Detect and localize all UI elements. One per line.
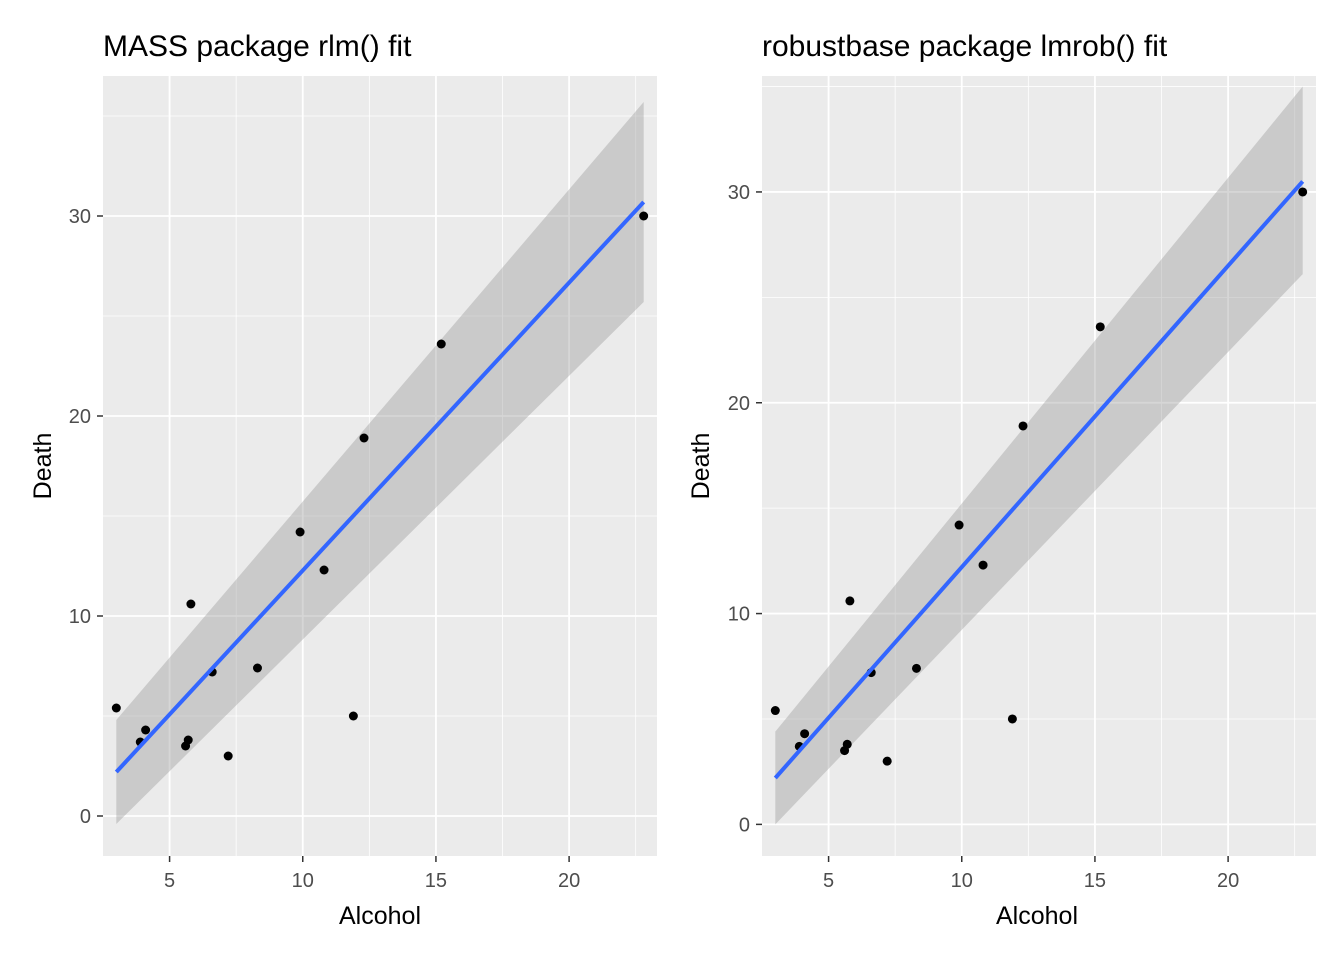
fit-line — [114, 200, 646, 774]
y-tick-label: 30 — [69, 206, 91, 228]
data-point — [348, 711, 358, 721]
data-point — [183, 735, 193, 745]
data-point — [319, 565, 329, 575]
data-point — [882, 756, 892, 766]
x-tick-label: 5 — [823, 870, 834, 892]
data-point — [295, 527, 305, 537]
plot-panel — [103, 76, 657, 856]
data-point — [111, 703, 121, 713]
plot-panel — [762, 76, 1316, 856]
y-tick-label: 20 — [69, 406, 91, 428]
x-axis-label: Alcohol — [996, 902, 1078, 930]
chart-mass-rlm: MASS package rlm() fit 5 10 15 20 0 10 20 30 A… — [29, 30, 657, 930]
x-tick-label: 20 — [558, 870, 580, 892]
data-point — [252, 663, 262, 673]
data-point — [1018, 421, 1028, 431]
data-point — [842, 739, 852, 749]
y-tick-label: 20 — [728, 393, 750, 415]
x-tick-label: 10 — [292, 870, 314, 892]
data-point — [223, 751, 233, 761]
y-axis-label: Death — [687, 433, 715, 500]
y-axis-label: Death — [29, 433, 57, 500]
chart-title: robustbase package lmrob() fit — [762, 30, 1168, 63]
chart-title: MASS package rlm() fit — [103, 30, 412, 63]
y-tick-label: 10 — [728, 604, 750, 626]
x-tick-label: 15 — [425, 870, 447, 892]
chart-robustbase-lmrob: robustbase package lmrob() fit 5 10 15 20 0… — [687, 30, 1316, 930]
data-point — [954, 520, 964, 530]
y-tick-label: 0 — [80, 806, 91, 828]
data-point — [1298, 187, 1308, 197]
y-tick-label: 0 — [739, 814, 750, 836]
x-tick-label: 10 — [951, 870, 973, 892]
x-tick-label: 5 — [164, 870, 175, 892]
data-point — [141, 725, 151, 735]
data-point — [1095, 322, 1105, 332]
data-point — [436, 339, 446, 349]
data-point — [800, 729, 810, 739]
data-point — [639, 211, 649, 221]
data-point — [911, 663, 921, 673]
data-point — [186, 599, 196, 609]
y-tick-label: 10 — [69, 606, 91, 628]
y-tick-label: 30 — [728, 182, 750, 204]
data-point — [845, 596, 855, 606]
fit-line — [773, 180, 1305, 780]
confidence-ribbon — [775, 86, 1303, 825]
confidence-ribbon — [116, 102, 644, 824]
x-tick-label: 15 — [1084, 870, 1106, 892]
x-axis-label: Alcohol — [339, 902, 421, 930]
data-point — [1007, 714, 1017, 724]
data-point — [978, 560, 988, 570]
data-point — [770, 706, 780, 716]
data-point — [359, 433, 369, 443]
x-tick-label: 20 — [1217, 870, 1239, 892]
